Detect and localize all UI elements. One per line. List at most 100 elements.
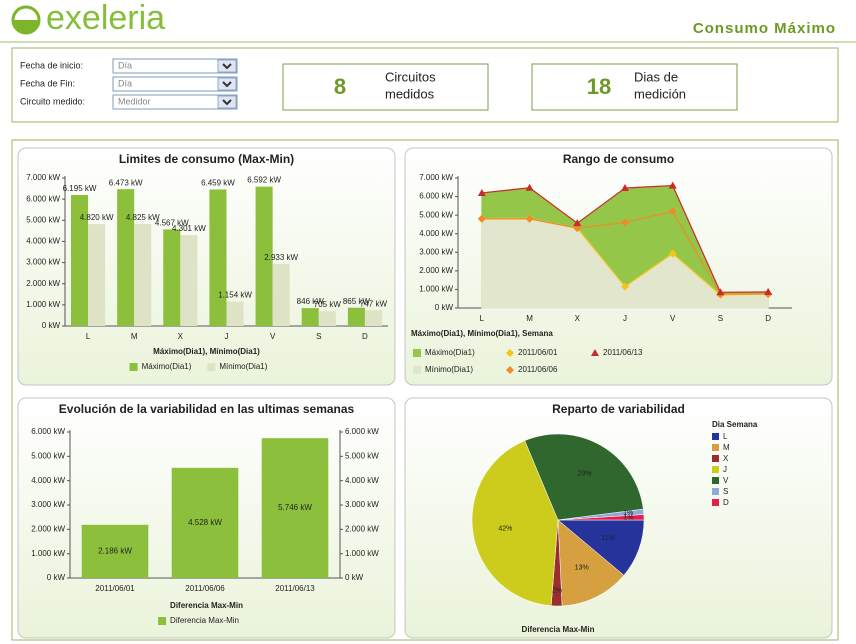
legend-marker <box>506 366 514 374</box>
marker <box>621 184 629 192</box>
legend-label: M <box>723 443 730 452</box>
legend-swatch <box>413 349 421 357</box>
legend-label: X <box>723 454 729 463</box>
y-tick-label: 4.000 kW <box>26 237 60 246</box>
filter-label: Fecha de inicio: <box>20 60 83 70</box>
pie-slice <box>557 519 625 607</box>
kpi-label: Dias de <box>634 69 678 84</box>
x-tick-label: D <box>362 332 368 341</box>
page-title: Consumo Máximo <box>693 20 836 37</box>
legend-marker <box>591 349 599 356</box>
legend-swatch <box>712 466 719 473</box>
legend-label: D <box>723 498 729 507</box>
y-tick-label: 6.000 kW <box>26 194 60 203</box>
logo-icon-fill <box>13 20 39 33</box>
y2-tick-label: 0 kW <box>345 573 364 582</box>
y-tick-label: 5.000 kW <box>31 451 65 460</box>
select-button[interactable] <box>217 95 237 109</box>
legend-label: 2011/06/13 <box>603 348 643 357</box>
bar <box>180 235 198 326</box>
y-tick-label: 1.000 kW <box>26 300 60 309</box>
value-label: 6.459 kW <box>201 179 235 188</box>
x-tick-label: L <box>86 332 91 341</box>
legend-label: J <box>723 465 727 474</box>
value-label: 865 kW <box>343 297 371 306</box>
bar <box>70 195 89 326</box>
chart-title: Rango de consumo <box>563 152 674 166</box>
bar <box>364 310 383 326</box>
pie-slice <box>524 433 644 521</box>
bar <box>301 308 319 326</box>
legend-label: Máximo(Dia1) <box>425 348 475 357</box>
x-tick-label: X <box>575 314 581 323</box>
y2-tick-label: 2.000 kW <box>345 524 379 533</box>
marker <box>477 214 486 223</box>
legend-swatch <box>712 488 719 495</box>
chart-title: Evolución de la variabilidad en las ulti… <box>59 402 355 416</box>
y2-tick-label: 5.000 kW <box>345 451 379 460</box>
x-axis-title: Diferencia Max-Min <box>522 625 595 634</box>
filter-select[interactable] <box>112 76 238 92</box>
bar <box>88 224 106 326</box>
pie-label: 42% <box>498 525 512 532</box>
bar <box>261 438 329 578</box>
value-label: 747 kW <box>360 299 388 308</box>
value-label: 6.473 kW <box>109 178 143 187</box>
marker <box>668 181 677 189</box>
bar <box>318 311 336 326</box>
legend-title: Máximo(Dia1), Mínimo(Dia1), Semana <box>411 329 553 338</box>
y-tick-label: 4.000 kW <box>31 476 65 485</box>
legend-label: 2011/06/01 <box>518 348 558 357</box>
x-tick-label: S <box>718 314 723 323</box>
bar <box>117 189 135 326</box>
y-tick-label: 0 kW <box>47 573 66 582</box>
filter-label: Fecha de Fin: <box>20 78 75 88</box>
marker <box>525 214 534 223</box>
x-tick-label: 2011/06/13 <box>275 584 315 593</box>
value-label: 4.820 kW <box>80 213 114 222</box>
value-label: 1.154 kW <box>218 291 252 300</box>
select-arrow <box>222 81 232 88</box>
filter-select[interactable] <box>112 94 238 110</box>
select-button[interactable] <box>217 59 237 73</box>
legend-label: V <box>723 476 729 485</box>
logo: exeleria <box>46 0 165 37</box>
value-label: 4.567 kW <box>155 219 189 228</box>
filter-select[interactable] <box>112 58 238 74</box>
x-tick-label: D <box>765 314 771 323</box>
filter-value: Día <box>118 78 132 88</box>
bar <box>209 189 227 326</box>
value-label: 2.933 kW <box>264 253 298 262</box>
y2-tick-label: 3.000 kW <box>345 500 379 509</box>
x-tick-label: X <box>178 332 184 341</box>
pie-label: 1% <box>623 515 633 522</box>
bar <box>272 263 290 326</box>
y-tick-label: 0 kW <box>42 321 61 330</box>
y-tick-label: 7.000 kW <box>419 173 453 182</box>
kpi-value: 8 <box>334 74 346 99</box>
legend-swatch <box>129 363 138 371</box>
y2-tick-label: 4.000 kW <box>345 476 379 485</box>
value-label: 6.592 kW <box>247 176 281 185</box>
kpi-value: 18 <box>587 74 611 99</box>
legend-label: L <box>723 432 728 441</box>
bar <box>255 186 273 326</box>
pie-label: 2% <box>552 587 562 594</box>
select-button[interactable] <box>217 77 237 91</box>
bar <box>163 229 181 326</box>
kpi-box <box>531 63 738 111</box>
y-tick-label: 3.000 kW <box>31 500 65 509</box>
select-arrow <box>222 99 232 106</box>
x-axis-title: Diferencia Max-Min <box>170 601 243 610</box>
bar <box>226 301 244 326</box>
marker <box>621 218 629 227</box>
chart-title: Reparto de variabilidad <box>552 402 685 416</box>
value-label: 705 kW <box>314 300 342 309</box>
filter-value: Medidor <box>118 96 151 106</box>
y-tick-label: 4.000 kW <box>419 229 453 238</box>
x-tick-label: J <box>623 314 627 323</box>
pie-label: 13% <box>575 565 589 572</box>
y-tick-label: 6.000 kW <box>419 192 453 201</box>
x-tick-label: S <box>316 332 321 341</box>
